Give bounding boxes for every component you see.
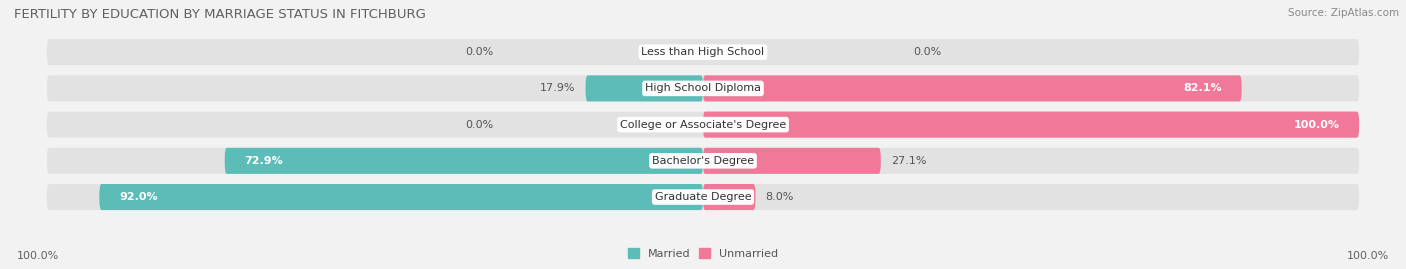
FancyBboxPatch shape [585, 75, 703, 101]
Text: Graduate Degree: Graduate Degree [655, 192, 751, 202]
Text: 17.9%: 17.9% [540, 83, 575, 93]
Text: 8.0%: 8.0% [765, 192, 794, 202]
Text: College or Associate's Degree: College or Associate's Degree [620, 120, 786, 130]
FancyBboxPatch shape [46, 148, 1360, 174]
Text: Bachelor's Degree: Bachelor's Degree [652, 156, 754, 166]
FancyBboxPatch shape [46, 184, 1360, 210]
FancyBboxPatch shape [225, 148, 703, 174]
Text: 0.0%: 0.0% [465, 120, 494, 130]
Text: 72.9%: 72.9% [245, 156, 283, 166]
FancyBboxPatch shape [703, 75, 1241, 101]
Text: 100.0%: 100.0% [1294, 120, 1340, 130]
Legend: Married, Unmarried: Married, Unmarried [623, 244, 783, 263]
FancyBboxPatch shape [703, 148, 880, 174]
FancyBboxPatch shape [46, 112, 1360, 138]
Text: Source: ZipAtlas.com: Source: ZipAtlas.com [1288, 8, 1399, 18]
Text: 27.1%: 27.1% [890, 156, 927, 166]
Text: 100.0%: 100.0% [17, 251, 59, 261]
FancyBboxPatch shape [703, 184, 755, 210]
FancyBboxPatch shape [46, 75, 1360, 101]
Text: High School Diploma: High School Diploma [645, 83, 761, 93]
Text: Less than High School: Less than High School [641, 47, 765, 57]
Text: 92.0%: 92.0% [120, 192, 157, 202]
FancyBboxPatch shape [46, 39, 1360, 65]
Text: 0.0%: 0.0% [465, 47, 494, 57]
Text: 82.1%: 82.1% [1184, 83, 1222, 93]
FancyBboxPatch shape [100, 184, 703, 210]
Text: 100.0%: 100.0% [1347, 251, 1389, 261]
FancyBboxPatch shape [703, 112, 1360, 138]
Text: 0.0%: 0.0% [912, 47, 941, 57]
Text: FERTILITY BY EDUCATION BY MARRIAGE STATUS IN FITCHBURG: FERTILITY BY EDUCATION BY MARRIAGE STATU… [14, 8, 426, 21]
